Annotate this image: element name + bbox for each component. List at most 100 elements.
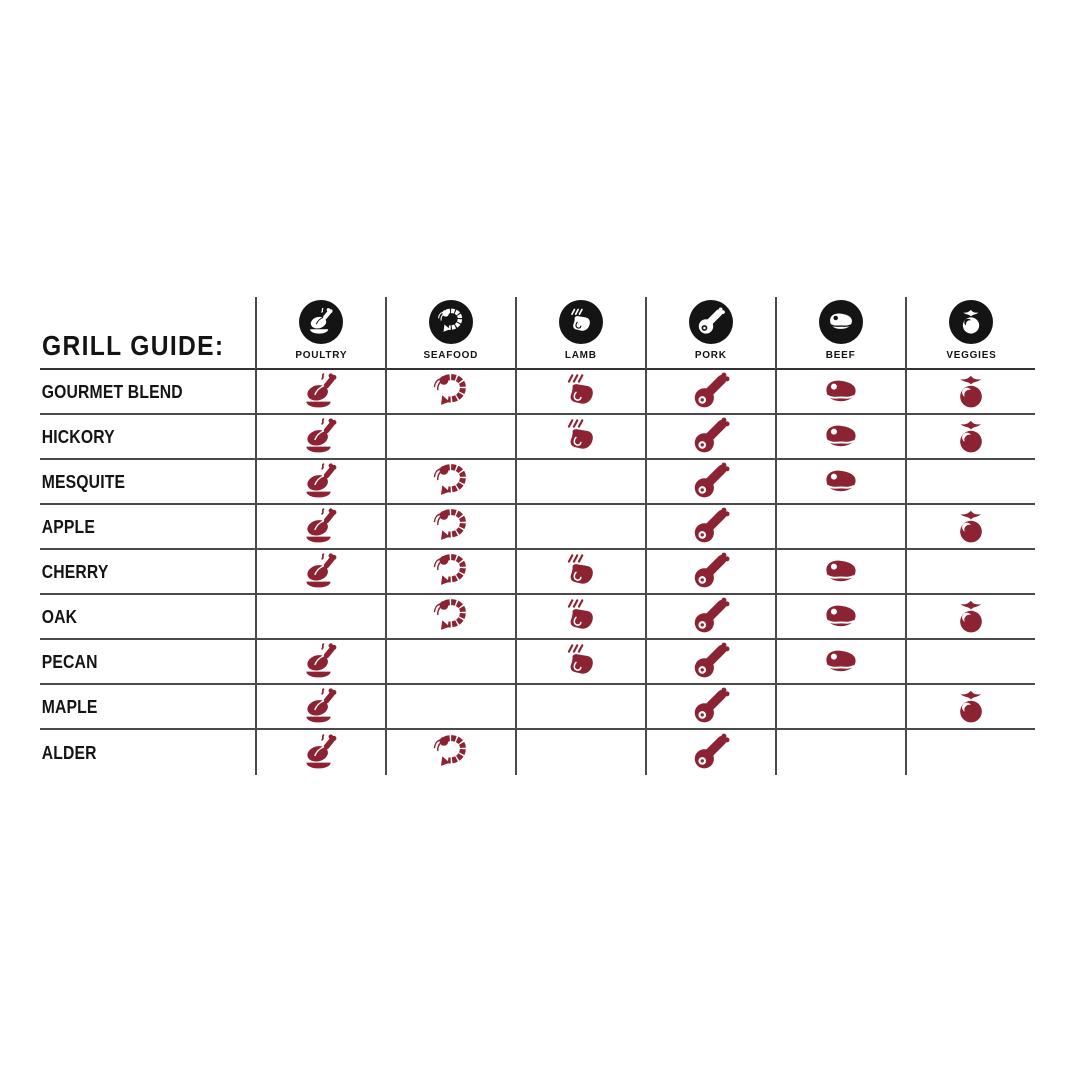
- ham-icon: [691, 597, 731, 637]
- column-header-lamb: LAMB: [515, 297, 645, 370]
- cell-mesquite-pork: [645, 460, 775, 505]
- cell-cherry-veggies: [905, 550, 1035, 595]
- cell-gourmet-blend-poultry: [255, 370, 385, 415]
- row-label-cell-cherry: CHERRY: [40, 550, 255, 595]
- cell-mesquite-poultry: [255, 460, 385, 505]
- row-label: MAPLE: [41, 695, 98, 717]
- poultry-icon: [301, 462, 341, 502]
- icon-circle: [559, 300, 603, 344]
- row-label-cell-alder: ALDER: [40, 730, 255, 775]
- cell-mesquite-beef: [775, 460, 905, 505]
- column-label: PORK: [695, 349, 727, 361]
- poultry-icon: [301, 733, 341, 773]
- row-label: GOURMET BLEND: [41, 380, 183, 402]
- cell-cherry-beef: [775, 550, 905, 595]
- lamb-chop-icon: [561, 597, 601, 637]
- steak-icon: [821, 552, 861, 592]
- steak-icon: [821, 597, 861, 637]
- column-header-pork: PORK: [645, 297, 775, 370]
- icon-circle: [819, 300, 863, 344]
- cell-hickory-seafood: [385, 415, 515, 460]
- cell-hickory-pork: [645, 415, 775, 460]
- shrimp-icon: [431, 372, 471, 412]
- cell-hickory-poultry: [255, 415, 385, 460]
- cell-pecan-pork: [645, 640, 775, 685]
- shrimp-icon: [431, 597, 471, 637]
- column-header-beef: BEEF: [775, 297, 905, 370]
- poultry-icon: [301, 507, 341, 547]
- title-cell: GRILL GUIDE:: [40, 297, 255, 370]
- cell-pecan-veggies: [905, 640, 1035, 685]
- lamb-chop-icon: [561, 417, 601, 457]
- poultry-icon: [301, 687, 341, 727]
- cell-cherry-poultry: [255, 550, 385, 595]
- lamb-chop-icon: [561, 552, 601, 592]
- cell-oak-lamb: [515, 595, 645, 640]
- steak-icon: [821, 462, 861, 502]
- grill-guide-table: GRILL GUIDE: POULTRY SEAFOOD LAMB PORK B…: [40, 297, 1035, 775]
- cell-alder-beef: [775, 730, 905, 775]
- cell-gourmet-blend-veggies: [905, 370, 1035, 415]
- cell-apple-pork: [645, 505, 775, 550]
- column-label: LAMB: [565, 349, 597, 361]
- cell-oak-veggies: [905, 595, 1035, 640]
- column-label: VEGGIES: [945, 349, 997, 361]
- row-label-cell-pecan: PECAN: [40, 640, 255, 685]
- poultry-icon: [301, 642, 341, 682]
- cell-hickory-veggies: [905, 415, 1035, 460]
- cell-alder-veggies: [905, 730, 1035, 775]
- ham-icon: [691, 687, 731, 727]
- cell-apple-beef: [775, 505, 905, 550]
- row-label: PECAN: [41, 650, 98, 672]
- row-label-cell-mesquite: MESQUITE: [40, 460, 255, 505]
- column-header-veggies: VEGGIES: [905, 297, 1035, 370]
- cell-maple-pork: [645, 685, 775, 730]
- shrimp-icon: [431, 733, 471, 773]
- column-header-poultry: POULTRY: [255, 297, 385, 370]
- steak-icon: [821, 417, 861, 457]
- cell-maple-poultry: [255, 685, 385, 730]
- column-label: BEEF: [826, 349, 856, 361]
- row-label-cell-apple: APPLE: [40, 505, 255, 550]
- shrimp-icon: [431, 507, 471, 547]
- page-title: GRILL GUIDE:: [42, 330, 225, 361]
- tomato-icon: [951, 507, 991, 547]
- ham-icon: [691, 733, 731, 773]
- cell-maple-lamb: [515, 685, 645, 730]
- cell-alder-pork: [645, 730, 775, 775]
- cell-gourmet-blend-seafood: [385, 370, 515, 415]
- cell-mesquite-seafood: [385, 460, 515, 505]
- tomato-icon: [951, 687, 991, 727]
- shrimp-icon: [436, 307, 466, 337]
- ham-icon: [691, 507, 731, 547]
- cell-alder-seafood: [385, 730, 515, 775]
- row-label: HICKORY: [41, 425, 115, 447]
- row-label-cell-hickory: HICKORY: [40, 415, 255, 460]
- cell-maple-seafood: [385, 685, 515, 730]
- cell-cherry-pork: [645, 550, 775, 595]
- lamb-chop-icon: [566, 307, 596, 337]
- poultry-icon: [301, 372, 341, 412]
- lamb-chop-icon: [561, 642, 601, 682]
- lamb-chop-icon: [561, 372, 601, 412]
- cell-oak-poultry: [255, 595, 385, 640]
- ham-icon: [691, 372, 731, 412]
- cell-pecan-beef: [775, 640, 905, 685]
- cell-pecan-lamb: [515, 640, 645, 685]
- row-label-cell-oak: OAK: [40, 595, 255, 640]
- cell-mesquite-lamb: [515, 460, 645, 505]
- cell-gourmet-blend-pork: [645, 370, 775, 415]
- cell-maple-veggies: [905, 685, 1035, 730]
- steak-icon: [821, 642, 861, 682]
- shrimp-icon: [431, 462, 471, 502]
- row-label: MESQUITE: [41, 470, 126, 492]
- cell-pecan-poultry: [255, 640, 385, 685]
- cell-alder-lamb: [515, 730, 645, 775]
- ham-icon: [691, 642, 731, 682]
- tomato-icon: [951, 417, 991, 457]
- cell-oak-pork: [645, 595, 775, 640]
- column-label: POULTRY: [295, 349, 347, 361]
- poultry-icon: [301, 552, 341, 592]
- cell-apple-seafood: [385, 505, 515, 550]
